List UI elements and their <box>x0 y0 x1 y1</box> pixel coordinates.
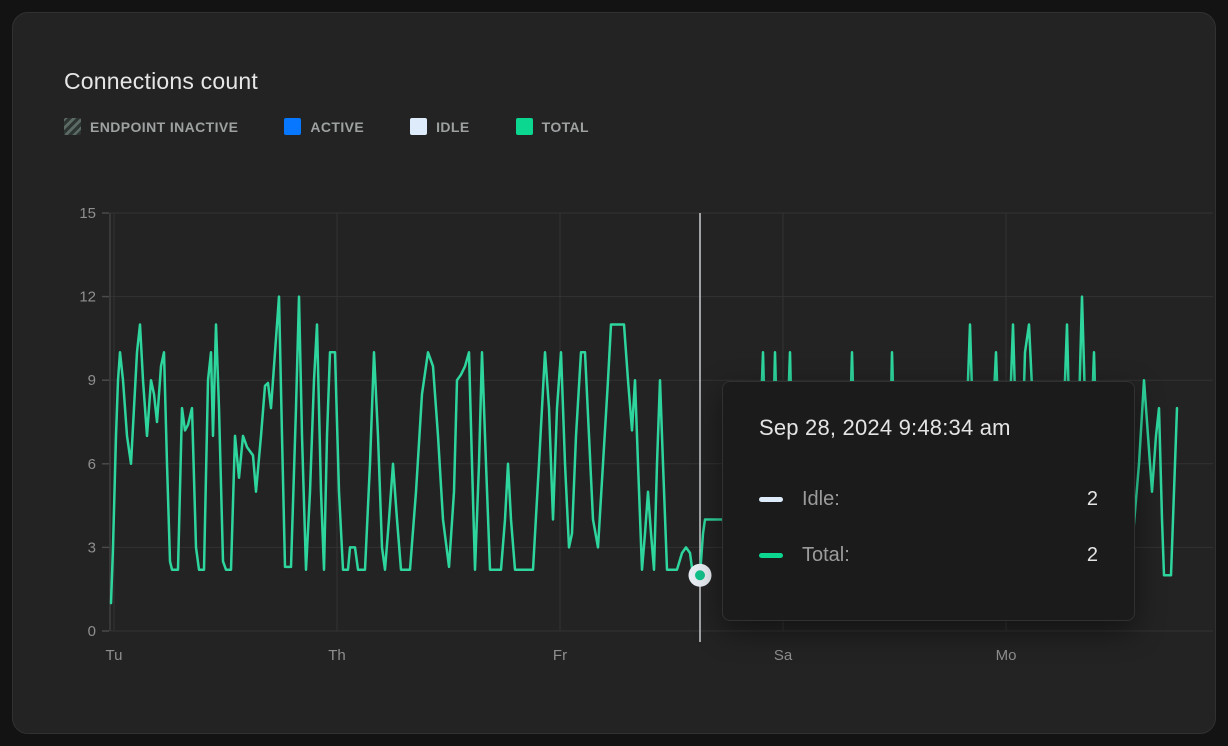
connections-line-chart[interactable]: 0 3 6 9 12 15 Tu Th Fr Sa Mo <box>13 13 1228 746</box>
svg-text:9: 9 <box>88 372 96 389</box>
svg-text:0: 0 <box>88 623 96 640</box>
svg-text:Th: Th <box>328 647 346 664</box>
chart-legend: ENDPOINT INACTIVE ACTIVE IDLE TOTAL <box>64 118 589 135</box>
svg-text:Mo: Mo <box>996 647 1017 664</box>
legend-item-active[interactable]: ACTIVE <box>284 118 364 135</box>
connections-count-card: Connections count ENDPOINT INACTIVE ACTI… <box>12 12 1216 734</box>
total-swatch-icon <box>515 118 533 135</box>
tooltip-row-total: Total: 2 <box>759 541 1098 569</box>
chart-tooltip: Sep 28, 2024 9:48:34 am Idle: 2 Total: 2 <box>722 381 1135 621</box>
svg-text:12: 12 <box>79 289 96 306</box>
tooltip-total-value: 2 <box>1086 543 1098 566</box>
total-series-dash-icon <box>759 552 783 558</box>
idle-series-dash-icon <box>759 496 783 502</box>
chart-title: Connections count <box>64 68 258 94</box>
legend-label-endpoint-inactive: ENDPOINT INACTIVE <box>90 118 239 135</box>
legend-item-endpoint-inactive[interactable]: ENDPOINT INACTIVE <box>64 118 238 135</box>
legend-label-total: TOTAL <box>541 118 589 135</box>
tooltip-total-label: Total: <box>802 543 850 566</box>
legend-item-idle[interactable]: IDLE <box>410 118 470 135</box>
legend-item-total[interactable]: TOTAL <box>515 118 589 135</box>
svg-text:15: 15 <box>79 205 96 222</box>
tooltip-row-idle: Idle: 2 <box>759 485 1098 513</box>
legend-label-idle: IDLE <box>436 118 470 135</box>
svg-text:Tu: Tu <box>106 647 123 664</box>
active-swatch-icon <box>284 118 302 135</box>
idle-swatch-icon <box>410 118 428 135</box>
svg-text:3: 3 <box>88 539 96 556</box>
legend-label-active: ACTIVE <box>310 118 365 135</box>
tooltip-timestamp: Sep 28, 2024 9:48:34 am <box>759 415 1011 440</box>
svg-text:Sa: Sa <box>774 647 793 664</box>
tooltip-idle-label: Idle: <box>802 487 840 510</box>
svg-text:6: 6 <box>88 456 96 473</box>
svg-text:Fr: Fr <box>553 647 567 664</box>
tooltip-idle-value: 2 <box>1086 487 1098 510</box>
endpoint-inactive-swatch-icon <box>64 118 81 135</box>
